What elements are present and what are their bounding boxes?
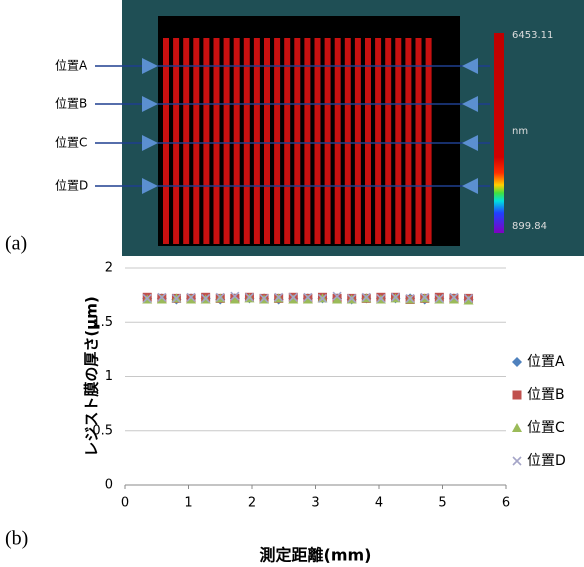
stripe: [254, 38, 260, 244]
stripe: [244, 38, 250, 244]
x-tick-label: 1: [184, 496, 192, 511]
position-label: 位置A: [55, 58, 88, 73]
stripe: [203, 38, 209, 244]
position-label: 位置B: [55, 96, 87, 111]
y-axis-label: レジスト膜の厚さ(μm): [83, 296, 101, 456]
figure: 6453.11 nm 899.84 (a) 位置A 位置B 位置C 位置D (b) 0…: [0, 0, 584, 567]
stripe: [294, 38, 300, 244]
legend-label: 位置D: [527, 453, 566, 469]
stripe: [395, 38, 401, 244]
y-tick-label: 0: [105, 478, 113, 493]
x-tick-label: 5: [438, 496, 446, 511]
legend-label: 位置A: [527, 354, 565, 370]
marker: [513, 457, 521, 465]
stripe: [335, 38, 341, 244]
colorbar-max: 6453.11: [512, 30, 553, 41]
stripe: [304, 38, 310, 244]
stripe: [224, 38, 230, 244]
legend-label: 位置C: [527, 420, 565, 436]
position-label: 位置D: [55, 178, 88, 193]
y-tick-label: 2: [105, 261, 113, 276]
stripe: [234, 38, 240, 244]
stripe: [193, 38, 199, 244]
x-tick-label: 0: [121, 496, 129, 511]
stripe: [274, 38, 280, 244]
stripe: [173, 38, 179, 244]
x-axis-label: 測定距離(mm): [260, 546, 372, 565]
x-tick-label: 3: [311, 496, 319, 511]
marker: [512, 357, 522, 367]
panel-label: (a): [5, 233, 27, 255]
stripe: [214, 38, 220, 244]
stripe: [365, 38, 371, 244]
stripe: [325, 38, 331, 244]
stripe: [405, 38, 411, 244]
marker: [513, 391, 522, 400]
panel-label: (b): [5, 528, 28, 550]
stripe: [163, 38, 169, 244]
stripe: [426, 38, 432, 244]
panel-a: 6453.11 nm 899.84 (a) 位置A 位置B 位置C 位置D: [5, 0, 584, 256]
position-label: 位置C: [55, 135, 87, 150]
legend-label: 位置B: [527, 387, 565, 403]
stripe: [264, 38, 270, 244]
colorbar-unit: nm: [512, 126, 528, 137]
colorbar: [494, 33, 504, 233]
stripe: [385, 38, 391, 244]
x-tick-label: 2: [248, 496, 256, 511]
stripe: [345, 38, 351, 244]
marker: [512, 423, 522, 432]
x-tick-label: 4: [375, 496, 383, 511]
stripe: [183, 38, 189, 244]
stripe: [375, 38, 381, 244]
x-tick-label: 6: [502, 496, 510, 511]
colorbar-min: 899.84: [512, 221, 547, 232]
stripe: [315, 38, 321, 244]
y-tick-label: 1: [105, 369, 113, 384]
stripe: [416, 38, 422, 244]
stripe: [284, 38, 290, 244]
stripe: [355, 38, 361, 244]
